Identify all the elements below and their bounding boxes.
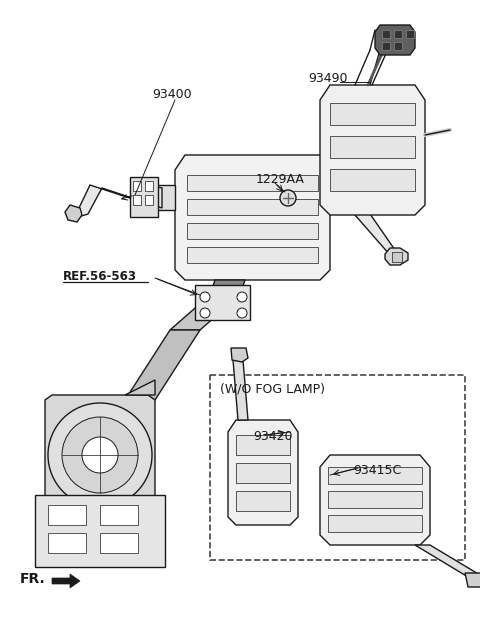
Bar [48, 533, 86, 553]
Polygon shape [320, 85, 425, 215]
Bar [145, 181, 153, 191]
Circle shape [200, 308, 210, 318]
Bar [187, 247, 318, 263]
Circle shape [280, 190, 296, 206]
Bar [236, 491, 290, 511]
Text: 1229AA: 1229AA [256, 173, 305, 186]
Bar [195, 285, 250, 320]
Bar [187, 223, 318, 239]
Polygon shape [175, 155, 330, 280]
Text: (W/O FOG LAMP): (W/O FOG LAMP) [220, 383, 325, 396]
Bar [210, 375, 465, 560]
Polygon shape [45, 395, 155, 515]
Polygon shape [231, 348, 248, 362]
Bar [394, 30, 402, 38]
Text: FR.: FR. [20, 572, 46, 586]
Bar [382, 30, 390, 38]
Polygon shape [233, 360, 248, 420]
Bar [330, 169, 415, 191]
Circle shape [200, 292, 210, 302]
Polygon shape [125, 380, 155, 395]
Bar [236, 435, 290, 455]
Bar [394, 42, 402, 50]
Bar [35, 495, 165, 567]
Bar [236, 463, 290, 483]
Polygon shape [65, 205, 82, 222]
Bar [392, 252, 402, 262]
Polygon shape [330, 185, 348, 210]
Polygon shape [415, 545, 480, 577]
Bar [330, 136, 415, 158]
Bar [328, 491, 422, 508]
Bar [133, 195, 141, 205]
Polygon shape [52, 574, 80, 588]
Bar [382, 42, 390, 50]
Bar [133, 181, 141, 191]
Circle shape [62, 417, 138, 493]
Text: 93415C: 93415C [353, 464, 401, 477]
Bar [328, 515, 422, 532]
Text: 93490: 93490 [308, 72, 348, 85]
Bar [130, 177, 158, 217]
Polygon shape [375, 25, 415, 55]
Text: 93420: 93420 [253, 430, 292, 443]
Bar [328, 467, 422, 484]
Circle shape [237, 308, 247, 318]
Bar [406, 30, 414, 38]
Text: REF.56-563: REF.56-563 [63, 270, 137, 283]
Circle shape [237, 292, 247, 302]
Bar [330, 103, 415, 125]
Bar [100, 505, 138, 525]
Circle shape [82, 437, 118, 473]
Polygon shape [157, 185, 175, 210]
Bar [48, 505, 86, 525]
Text: 93400: 93400 [152, 88, 192, 101]
Bar [145, 195, 153, 205]
Polygon shape [385, 248, 408, 265]
Bar [100, 533, 138, 553]
Bar [187, 199, 318, 215]
Circle shape [48, 403, 152, 507]
Polygon shape [210, 280, 245, 295]
Polygon shape [170, 295, 240, 330]
Polygon shape [70, 185, 162, 218]
Polygon shape [228, 420, 298, 525]
Polygon shape [320, 455, 430, 545]
Polygon shape [125, 330, 200, 400]
Polygon shape [348, 185, 395, 255]
Polygon shape [465, 573, 480, 587]
Bar [187, 175, 318, 191]
